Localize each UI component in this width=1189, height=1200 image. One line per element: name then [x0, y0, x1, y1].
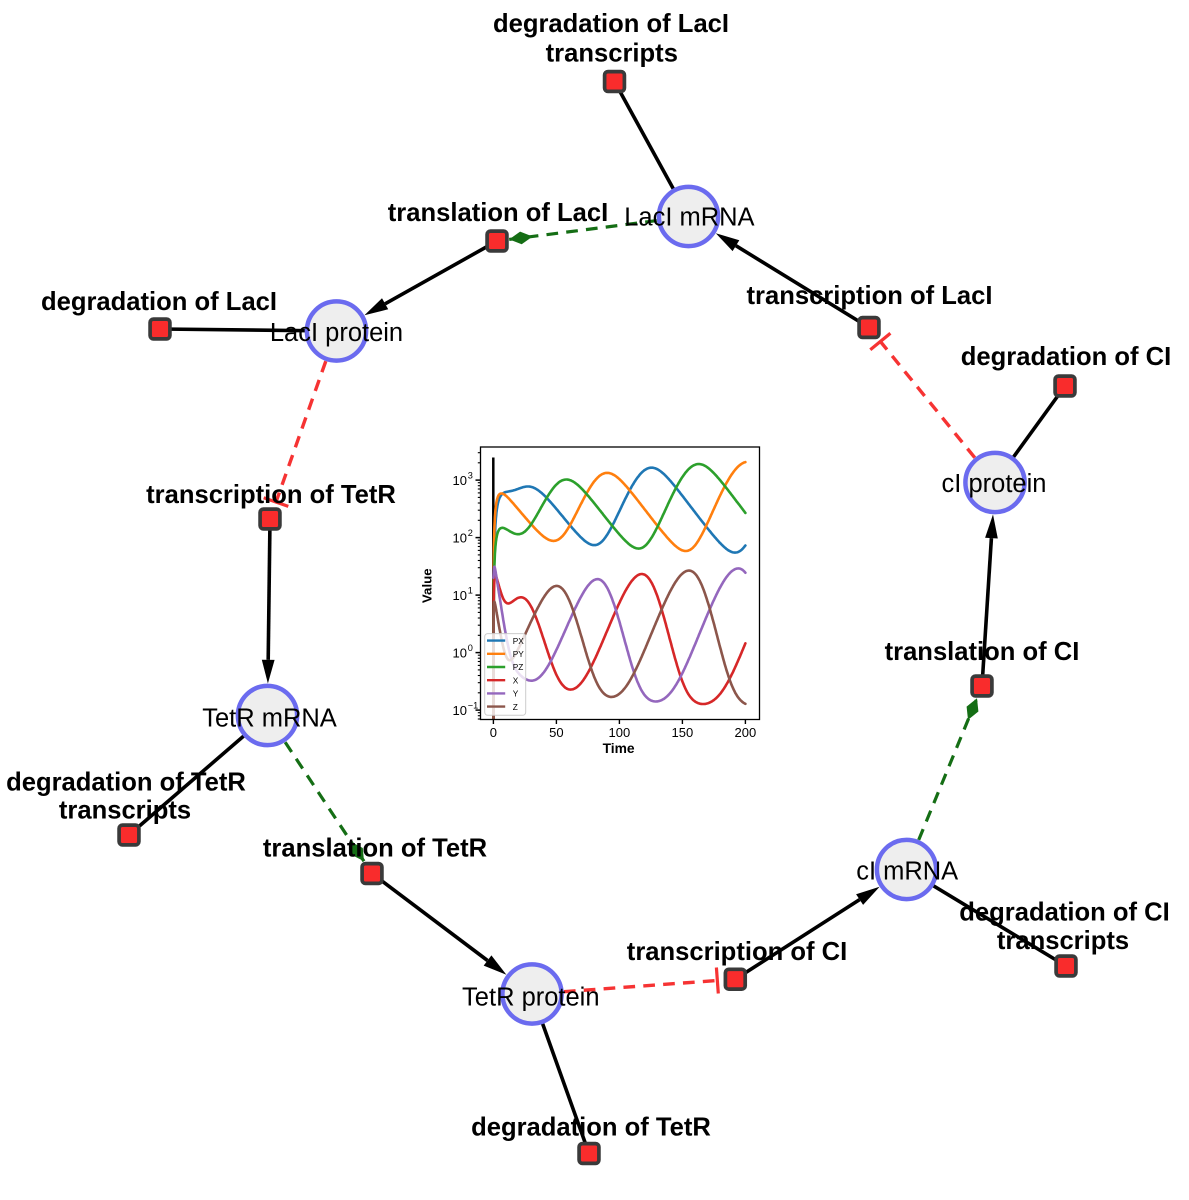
svg-text:0: 0: [468, 643, 473, 653]
svg-text:Y: Y: [513, 689, 519, 699]
svg-text:PX: PX: [513, 636, 525, 646]
svg-text:transcription of CI: transcription of CI: [627, 938, 847, 966]
svg-text:degradation of CI: degradation of CI: [961, 343, 1171, 371]
svg-text:cI protein: cI protein: [942, 470, 1047, 498]
svg-text:transcription of LacI: transcription of LacI: [746, 282, 992, 310]
svg-text:degradation of CI: degradation of CI: [959, 899, 1169, 927]
svg-text:2: 2: [468, 528, 473, 538]
svg-text:10: 10: [453, 645, 467, 660]
svg-text:0: 0: [490, 725, 497, 740]
svg-text:PY: PY: [513, 649, 525, 659]
svg-text:translation of CI: translation of CI: [885, 638, 1080, 666]
svg-text:TetR protein: TetR protein: [462, 984, 600, 1012]
svg-text:degradation of LacI: degradation of LacI: [41, 288, 277, 316]
svg-text:10: 10: [453, 588, 467, 603]
svg-text:transcripts: transcripts: [546, 40, 678, 68]
svg-text:150: 150: [672, 725, 694, 740]
svg-text:transcripts: transcripts: [997, 927, 1129, 955]
svg-text:Value: Value: [420, 568, 435, 603]
svg-text:translation of LacI: translation of LacI: [388, 199, 608, 227]
svg-text:10: 10: [453, 473, 467, 488]
svg-text:PZ: PZ: [513, 662, 524, 672]
svg-text:−1: −1: [468, 700, 478, 710]
svg-text:3: 3: [468, 470, 473, 480]
svg-text:degradation of TetR: degradation of TetR: [6, 769, 246, 797]
svg-text:1: 1: [468, 585, 473, 595]
svg-text:TetR mRNA: TetR mRNA: [202, 705, 337, 733]
svg-text:transcripts: transcripts: [59, 797, 191, 825]
svg-text:100: 100: [609, 725, 631, 740]
svg-text:Time: Time: [603, 741, 635, 756]
svg-text:LacI mRNA: LacI mRNA: [624, 204, 754, 232]
svg-text:transcription of TetR: transcription of TetR: [146, 481, 396, 509]
svg-text:10: 10: [453, 530, 467, 545]
svg-text:200: 200: [735, 725, 757, 740]
svg-text:degradation of TetR: degradation of TetR: [471, 1114, 711, 1142]
svg-text:X: X: [513, 675, 519, 685]
svg-text:translation of TetR: translation of TetR: [263, 835, 487, 863]
svg-text:Z: Z: [513, 702, 518, 712]
svg-text:10: 10: [453, 703, 467, 718]
svg-text:LacI protein: LacI protein: [270, 319, 403, 347]
svg-text:cI mRNA: cI mRNA: [856, 858, 958, 886]
svg-text:50: 50: [549, 725, 563, 740]
svg-text:degradation of LacI: degradation of LacI: [493, 10, 729, 38]
